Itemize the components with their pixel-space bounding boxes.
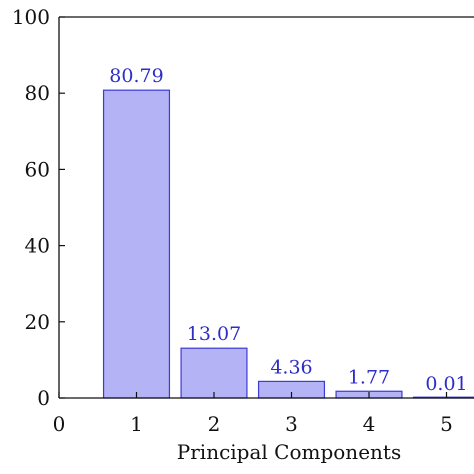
x-tick-label-5: 5 (440, 412, 453, 436)
data-label-pc-3: 4.36 (270, 356, 312, 378)
y-tick-label-40: 40 (25, 234, 50, 258)
x-tick-label-2: 2 (208, 412, 221, 436)
bar-pc-1 (102, 89, 171, 399)
x-tick-label-4: 4 (363, 412, 376, 436)
data-label-pc-5: 0.01 (425, 373, 467, 395)
data-label-pc-4: 1.77 (348, 366, 390, 388)
y-tick-label-80: 80 (25, 81, 50, 105)
axes-layer (58, 16, 474, 399)
data-label-pc-2: 13.07 (187, 323, 241, 345)
ticks-layer: 0 20 40 60 80 100 0 1 2 3 4 5 (12, 5, 453, 436)
data-labels-layer: 80.79 13.07 4.36 1.77 0.01 (109, 65, 467, 395)
bar-pc-2 (180, 347, 248, 399)
y-tick-label-20: 20 (25, 310, 50, 334)
x-tick-label-3: 3 (285, 412, 298, 436)
data-label-pc-1: 80.79 (109, 65, 163, 87)
y-tick-label-0: 0 (37, 386, 50, 410)
x-tick-label-0: 0 (53, 412, 66, 436)
x-axis-title: Principal Components (177, 440, 401, 464)
bars-layer (102, 89, 474, 399)
y-tick-label-100: 100 (12, 5, 50, 29)
x-tick-label-1: 1 (130, 412, 143, 436)
y-tick-label-60: 60 (25, 157, 50, 181)
